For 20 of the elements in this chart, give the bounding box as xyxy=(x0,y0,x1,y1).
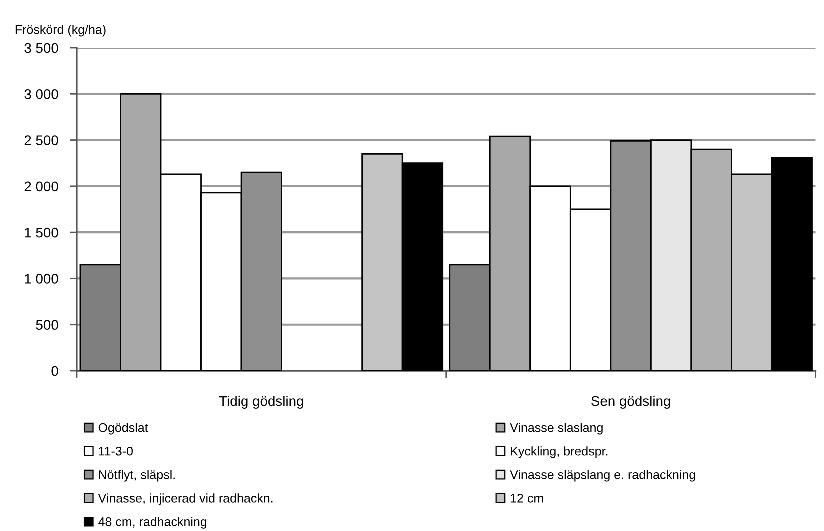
legend-label: 11-3-0 xyxy=(99,446,133,456)
legend-label: Vinasse, injicerad vid radhackn. xyxy=(98,494,273,506)
y-tick-label: 2 000 xyxy=(24,182,58,192)
y-tick-label: 3 500 xyxy=(24,43,58,54)
y-tick-label: 500 xyxy=(36,320,58,330)
y-tick-label: 3 000 xyxy=(24,89,58,100)
y-tick-label: 1 000 xyxy=(25,274,58,284)
y-tick-label: 0 xyxy=(52,366,58,376)
legend-label: Kyckling, bredspr. xyxy=(511,446,608,458)
y-tick-label: 2 500 xyxy=(24,136,58,146)
legend-label: 48 cm, radhackning xyxy=(98,517,207,529)
x-tick-label: Sen gödsling xyxy=(592,396,670,409)
legend-label: 12 cm xyxy=(511,494,544,503)
legend-label: Vinasse släpslang e. radhackning xyxy=(510,470,696,482)
y-axis-title: Fröskörd (kg/ha) xyxy=(16,25,106,37)
legend-label: Nötflyt, släpsl. xyxy=(99,470,175,482)
legend-label: Ogödslat xyxy=(98,423,148,435)
legend-label: Vinasse slaslang xyxy=(510,423,603,435)
y-tick-label: 1 500 xyxy=(25,228,58,238)
x-tick-label: Tidig gödsling xyxy=(219,396,304,409)
